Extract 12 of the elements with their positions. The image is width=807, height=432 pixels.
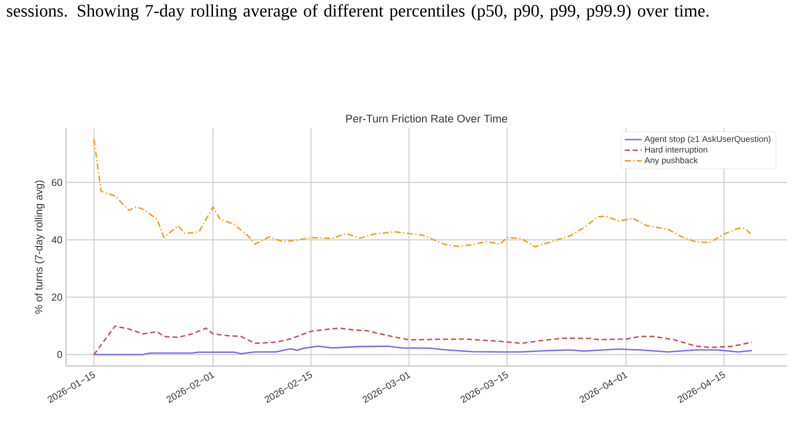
- legend-label: Hard interruption: [645, 146, 708, 154]
- line-series: [93, 325, 753, 356]
- text: sessions. Showing 7-day rolling average of different percentiles (p50, p90, p99, p99.9) over time.: [6, 4, 708, 20]
- y-tick-label: 0: [57, 350, 62, 358]
- legend-label: Agent stop (≥1 AskUserQuestion): [644, 136, 770, 144]
- line-series: [93, 346, 753, 356]
- y-tick-label: 60: [52, 178, 62, 186]
- chart-title: Per-Turn Friction Rate Over Time: [346, 114, 508, 123]
- y-axis-title: % of turns (7-day rolling avg): [34, 180, 45, 314]
- y-tick-label: 40: [52, 236, 62, 244]
- y-tick-label: 20: [52, 294, 62, 301]
- legend-label: Any pushback: [644, 157, 698, 165]
